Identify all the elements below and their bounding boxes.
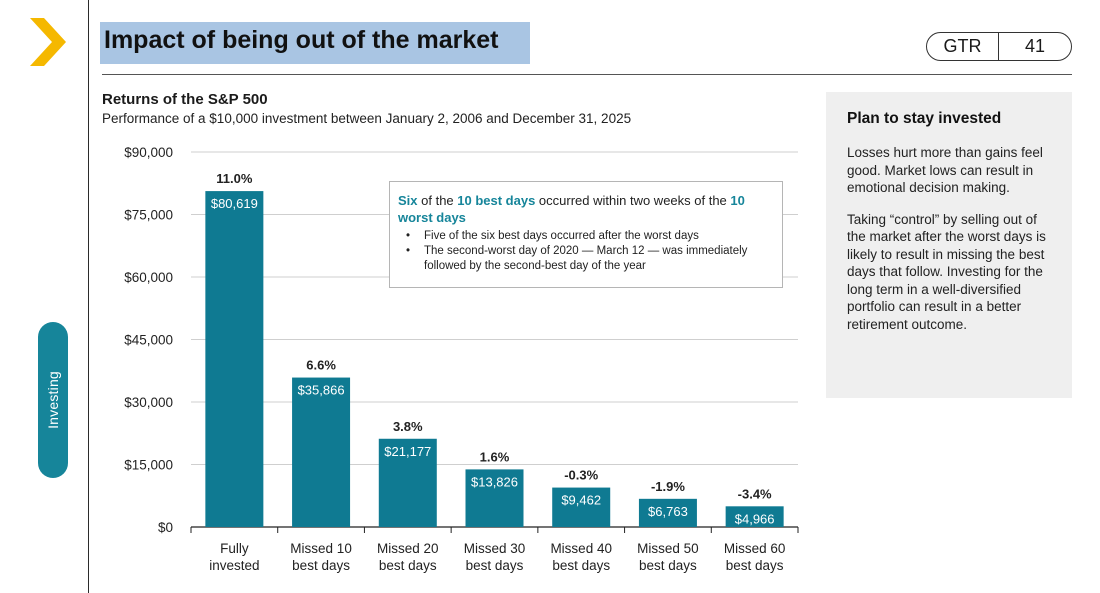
y-tick-label: $30,000 [124, 395, 173, 410]
bar [205, 191, 264, 527]
chart-subtitle: Performance of a $10,000 investment betw… [102, 111, 632, 126]
bar-return-label: 1.6% [480, 449, 510, 464]
y-tick-label: $45,000 [124, 333, 173, 348]
x-tick-label: Missed 60 [724, 541, 786, 556]
bar-return-label: 6.6% [306, 358, 336, 373]
x-tick-label: best days [552, 558, 610, 573]
callout-heading-part: 10 worst days [398, 193, 745, 225]
gtr-page-number: 41 [1024, 36, 1046, 56]
title-highlight [100, 22, 530, 64]
bar-return-label: -3.4% [738, 486, 772, 501]
sidebar-paragraph: Losses hurt more than gains feel good. M… [847, 145, 1043, 195]
bar-return-label: -1.9% [651, 479, 685, 494]
x-tick-label: Missed 40 [550, 541, 612, 556]
callout-box: Six of the 10 best days occurred within … [389, 181, 783, 288]
y-tick-label: $0 [158, 520, 173, 535]
y-tick-label: $75,000 [124, 208, 173, 223]
chevron-right-icon [30, 18, 66, 66]
y-tick-label: $15,000 [124, 458, 173, 473]
gtr-badge-label: GTR [927, 33, 999, 60]
bar-return-label: 11.0% [216, 171, 253, 186]
side-tab-investing[interactable]: Investing [38, 322, 68, 478]
rail-divider [88, 0, 89, 593]
x-tick-label: Missed 10 [290, 541, 352, 556]
x-tick-label: Missed 30 [464, 541, 526, 556]
bar [638, 498, 697, 527]
y-tick-label: $60,000 [124, 270, 173, 285]
x-tick-label: best days [379, 558, 437, 573]
sidebar-panel: Plan to stay invested Losses hurt more t… [826, 92, 1072, 398]
x-tick-label: Missed 20 [377, 541, 439, 556]
bar-value-label: $9,462 [561, 493, 601, 508]
callout-heading-part: Six [398, 193, 418, 208]
callout-bullets: Five of the six best days occurred after… [398, 229, 774, 274]
callout-heading: Six of the 10 best days occurred within … [398, 192, 774, 226]
bar [725, 506, 784, 527]
bar-value-label: $13,826 [471, 474, 518, 489]
bar [552, 487, 611, 527]
y-tick-label: $90,000 [124, 145, 173, 160]
bar [465, 469, 524, 527]
sidebar-paragraph: Taking “control” by selling out of the m… [847, 211, 1046, 332]
bar [292, 377, 351, 527]
bar-value-label: $21,177 [384, 444, 431, 459]
sidebar-heading: Plan to stay invested [847, 110, 1002, 127]
callout-heading-part: 10 best days [457, 193, 536, 208]
gtr-badge: GTR 41 [926, 32, 1072, 61]
bar-value-label: $4,966 [735, 511, 775, 526]
callout-heading-part: of the [417, 193, 458, 208]
bar-value-label: $6,763 [648, 504, 688, 519]
bar-return-label: 3.8% [393, 419, 423, 434]
page-title: Impact of being out of the market [104, 26, 499, 54]
x-tick-label: best days [639, 558, 697, 573]
x-tick-label: invested [209, 558, 259, 573]
x-tick-label: best days [466, 558, 524, 573]
bar [378, 438, 437, 527]
chart-title: Returns of the S&P 500 [102, 91, 268, 108]
bar-value-label: $35,866 [298, 383, 345, 398]
bar-chart: $0 $15,000 $30,000 $45,000 $60,000 $75,000 $90… [124, 145, 799, 573]
callout-bullet: Five of the six best days occurred after… [398, 229, 774, 244]
bar-value-label: $80,619 [211, 196, 258, 211]
callout-heading-part: occurred within two weeks of the [535, 193, 731, 208]
callout-bullet: The second-worst day of 2020 — March 12 … [398, 244, 774, 274]
x-tick-label: best days [292, 558, 350, 573]
bar-return-label: -0.3% [564, 468, 598, 483]
left-rail [0, 0, 88, 593]
x-tick-label: Missed 50 [637, 541, 699, 556]
x-tick-label: Fully [220, 541, 249, 556]
x-tick-label: best days [726, 558, 784, 573]
header-divider [102, 74, 1072, 75]
